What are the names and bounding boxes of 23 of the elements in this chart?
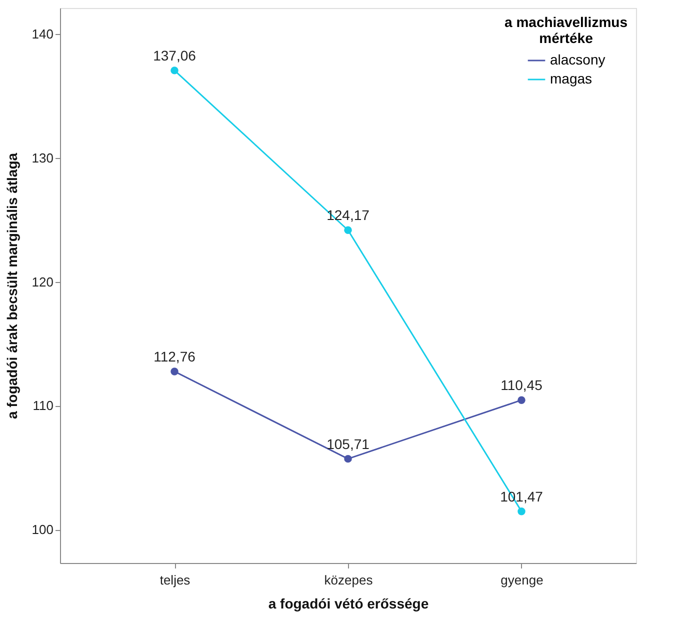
y-tick-label: 130 <box>32 150 54 166</box>
legend-label: magas <box>550 70 592 86</box>
point <box>518 507 526 516</box>
x-axis-title: a fogadói vétó erőssége <box>268 596 429 612</box>
y-axis-title: a fogadói árak becsült marginális átlaga <box>4 152 20 420</box>
point <box>170 66 178 74</box>
y-tick-label: 140 <box>32 26 54 42</box>
x-tick-label: gyenge <box>500 572 544 588</box>
data-label: 137,06 <box>153 47 196 64</box>
y-tick-label: 120 <box>32 274 54 290</box>
x-tick-label: teljes <box>160 572 191 588</box>
point <box>344 226 352 234</box>
x-tick-label: közepes <box>324 572 374 588</box>
data-label: 112,76 <box>154 348 196 364</box>
y-tick-label: 100 <box>32 522 54 538</box>
point <box>170 368 178 376</box>
point <box>518 396 526 404</box>
legend-label: alacsony <box>550 52 606 68</box>
data-label: 105,71 <box>326 436 370 452</box>
point <box>344 454 352 463</box>
legend-title: a machiavellizmus mértéke <box>504 14 628 46</box>
data-label: 110,45 <box>500 377 543 394</box>
y-tick-label: 110 <box>32 398 54 414</box>
